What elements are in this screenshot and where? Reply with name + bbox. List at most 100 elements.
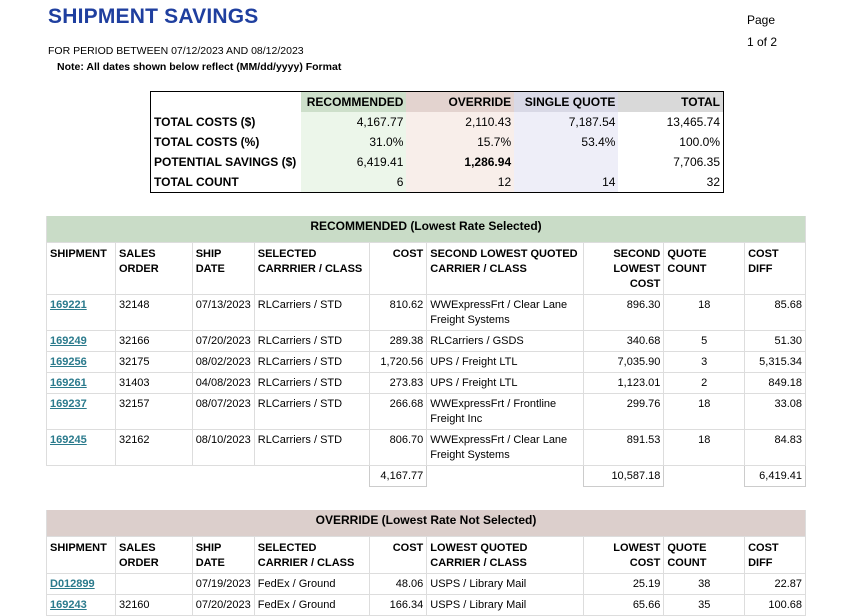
cost-diff-cell: 84.83 [744, 429, 806, 466]
col-second-carrier: SECOND LOWEST QUOTED CARRIER / CLASS [426, 242, 584, 295]
cost-diff-cell: 22.87 [744, 573, 806, 595]
ship-date-cell: 04/08/2023 [192, 372, 255, 394]
summary-recommended-value: 6,419.41 [300, 152, 407, 172]
summary-row: TOTAL COUNT 6 12 14 32 [151, 172, 724, 193]
sales-order-cell: 32157 [115, 393, 193, 430]
col-quote-count: QUOTE COUNT [663, 536, 746, 574]
alt-carrier-cell: RLCarriers / GSDS [426, 330, 584, 352]
quote-count-cell: 35 [663, 594, 746, 616]
shipment-link[interactable]: 169249 [50, 335, 87, 347]
ship-date-cell: 07/20/2023 [192, 594, 255, 616]
carrier-cell: RLCarriers / STD [254, 330, 371, 352]
cost-diff-cell: 51.30 [744, 330, 806, 352]
quote-count-cell: 5 [663, 330, 746, 352]
col-ship-date: SHIP DATE [192, 536, 255, 574]
cost-diff-cell: 33.08 [744, 393, 806, 430]
summary-table: RECOMMENDED OVERRIDE SINGLE QUOTE TOTAL … [150, 91, 724, 193]
quote-count-cell: 38 [663, 573, 746, 595]
cost-cell: 289.38 [369, 330, 428, 352]
summary-single-quote-value [514, 152, 619, 172]
cost-diff-cell: 5,315.34 [744, 351, 806, 373]
quote-count-cell: 18 [663, 429, 746, 466]
shipment-link[interactable]: 169261 [50, 377, 87, 389]
summary-header-row: RECOMMENDED OVERRIDE SINGLE QUOTE TOTAL [150, 91, 724, 112]
sales-order-cell: 31403 [115, 372, 193, 394]
summary-header-single-quote: SINGLE QUOTE [514, 91, 619, 112]
ship-date-cell: 08/02/2023 [192, 351, 255, 373]
shipment-link[interactable]: 169243 [50, 599, 87, 611]
page-number: 1 of 2 [747, 35, 778, 49]
summary-row: POTENTIAL SAVINGS ($) 6,419.41 1,286.94 7,7… [151, 152, 724, 172]
ship-date-cell: 08/10/2023 [192, 429, 255, 466]
summary-row-label: TOTAL COSTS (%) [154, 135, 260, 149]
ship-date-cell: 07/20/2023 [192, 330, 255, 352]
carrier-cell: RLCarriers / STD [254, 429, 371, 466]
summary-header-total: TOTAL [618, 91, 724, 112]
col-second-cost: SECOND LOWEST COST [583, 242, 665, 295]
alt-carrier-cell: UPS / Freight LTL [426, 351, 584, 373]
recommended-total-cost: 4,167.77 [369, 465, 428, 487]
table-row: 169243 32160 07/20/2023 FedEx / Ground 166.3… [46, 594, 806, 616]
col-cost-diff: COST DIFF [744, 536, 806, 574]
carrier-cell: FedEx / Ground [254, 594, 371, 616]
summary-single-quote-value: 53.4% [514, 132, 619, 152]
summary-header-blank [150, 91, 301, 112]
summary-override-value: 2,110.43 [406, 112, 515, 132]
summary-recommended-value: 6 [300, 172, 407, 193]
table-row: 169245 32162 08/10/2023 RLCarriers / STD 806… [46, 429, 806, 466]
summary-total-value: 100.0% [679, 135, 720, 149]
quote-count-cell: 18 [663, 393, 746, 430]
summary-header-override: OVERRIDE [406, 91, 515, 112]
recommended-header-row: SHIPMENT SALES ORDER SHIP DATE SELECTED … [46, 242, 806, 295]
shipment-link[interactable]: 169245 [50, 434, 87, 446]
summary-override-value: 15.7% [406, 132, 515, 152]
summary-total-value: 13,465.74 [666, 115, 720, 129]
summary-single-quote-value: 7,187.54 [514, 112, 619, 132]
quote-count-cell: 18 [663, 294, 746, 331]
alt-cost-cell: 896.30 [583, 294, 665, 331]
summary-total-value: 32 [706, 175, 720, 189]
sales-order-cell: 32148 [115, 294, 193, 331]
table-row: 169249 32166 07/20/2023 RLCarriers / STD 289… [46, 330, 806, 352]
col-sales-order: SALES ORDER [115, 242, 193, 295]
carrier-cell: RLCarriers / STD [254, 372, 371, 394]
col-shipment: SHIPMENT [46, 536, 116, 574]
shipment-link[interactable]: 169256 [50, 356, 87, 368]
summary-override-value: 12 [406, 172, 515, 193]
summary-row: TOTAL COSTS (%) 31.0% 15.7% 53.4% 100.0% [151, 132, 724, 152]
alt-cost-cell: 65.66 [583, 594, 665, 616]
summary-row-label: TOTAL COUNT [154, 175, 239, 189]
alt-carrier-cell: WWExpressFrt / Clear Lane Freight System… [426, 429, 584, 466]
sales-order-cell: 32175 [115, 351, 193, 373]
sales-order-cell: 32166 [115, 330, 193, 352]
table-row: 169221 32148 07/13/2023 RLCarriers / STD 810… [46, 294, 806, 331]
cost-cell: 273.83 [369, 372, 428, 394]
quote-count-cell: 3 [663, 351, 746, 373]
recommended-total-second-cost: 10,587.18 [582, 465, 665, 487]
shipment-link[interactable]: 169237 [50, 398, 87, 410]
alt-cost-cell: 299.76 [583, 393, 665, 430]
summary-total-value: 7,706.35 [673, 155, 720, 169]
alt-cost-cell: 891.53 [583, 429, 665, 466]
summary-single-quote-value: 14 [514, 172, 619, 193]
override-table: OVERRIDE (Lowest Rate Not Selected) SHIP… [46, 510, 806, 616]
table-row: D012899 07/19/2023 FedEx / Ground 48.06 USPS… [46, 573, 806, 595]
cost-diff-cell: 849.18 [744, 372, 806, 394]
sales-order-cell [115, 573, 193, 595]
shipment-cell: D012899 [46, 573, 116, 595]
col-lowest-carrier: LOWEST QUOTED CARRIER / CLASS [426, 536, 584, 574]
recommended-total-cost-diff: 6,419.41 [744, 465, 806, 487]
col-cost-diff: COST DIFF [744, 242, 806, 295]
shipment-cell: 169261 [46, 372, 116, 394]
summary-row: TOTAL COSTS ($) 4,167.77 2,110.43 7,187.54 1… [151, 112, 724, 132]
table-row: 169261 31403 04/08/2023 RLCarriers / STD 273… [46, 372, 806, 394]
cost-cell: 810.62 [369, 294, 428, 331]
override-header-row: SHIPMENT SALES ORDER SHIP DATE SELECTED … [46, 536, 806, 574]
cost-diff-cell: 85.68 [744, 294, 806, 331]
shipment-cell: 169245 [46, 429, 116, 466]
shipment-link[interactable]: 169221 [50, 299, 87, 311]
carrier-cell: RLCarriers / STD [254, 351, 371, 373]
shipment-link[interactable]: D012899 [50, 578, 95, 590]
alt-cost-cell: 340.68 [583, 330, 665, 352]
col-quote-count: QUOTE COUNT [663, 242, 746, 295]
